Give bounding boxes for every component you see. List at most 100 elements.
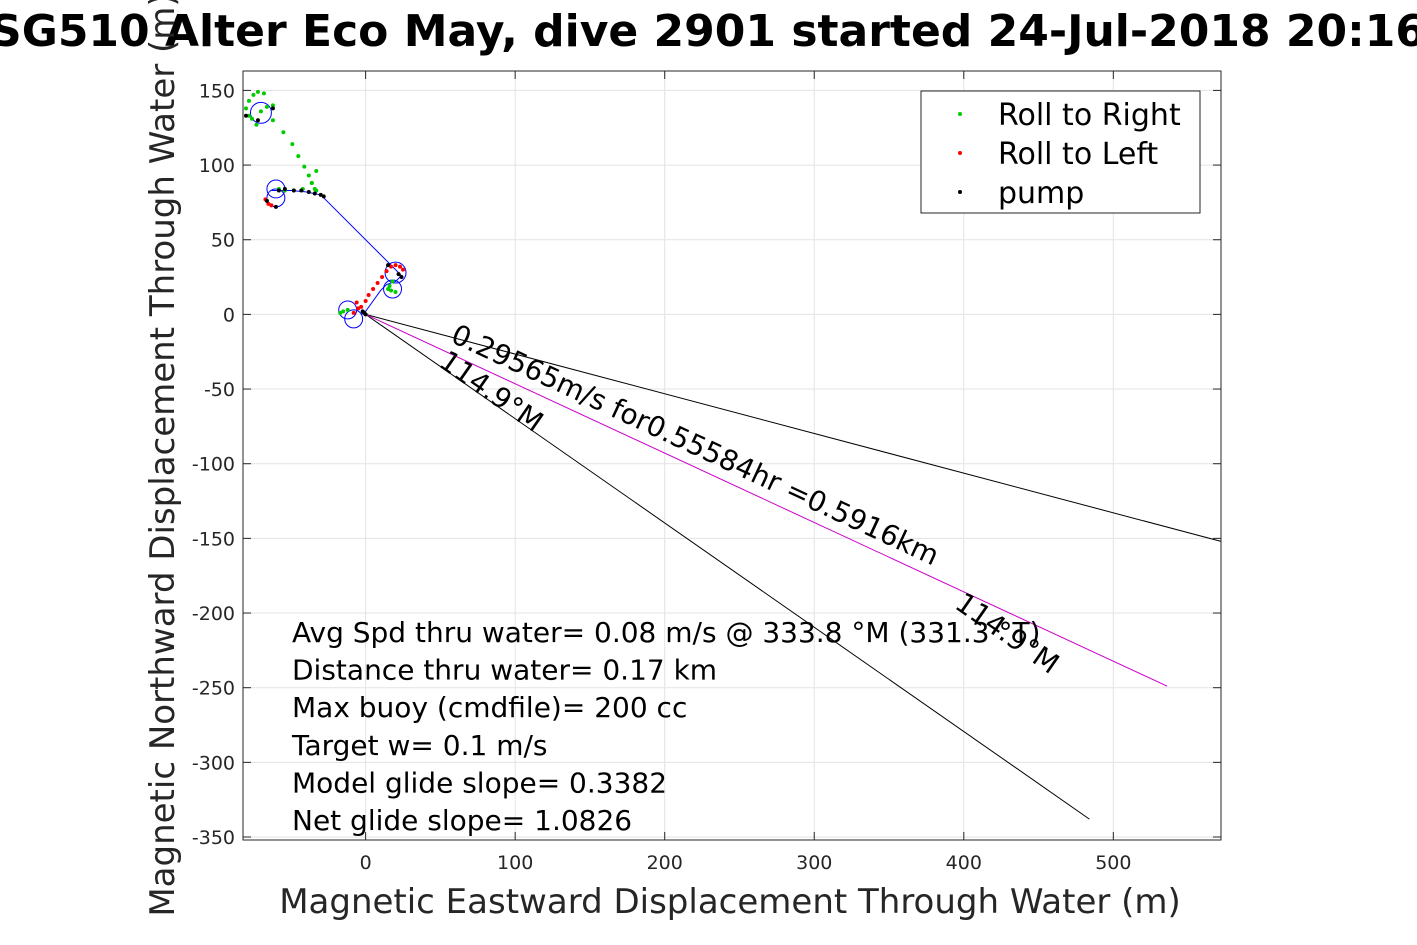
- y-tick-label-0: 150: [199, 80, 235, 102]
- point-roll-to-right-22: [386, 287, 391, 292]
- point-roll-to-right-23: [389, 288, 394, 293]
- stat-line-4: Model glide slope= 0.3382: [292, 766, 667, 799]
- point-pump-14: [363, 312, 368, 317]
- heading-circle-4: [344, 309, 364, 329]
- point-roll-to-right-5: [270, 118, 275, 123]
- point-roll-to-right-33: [270, 103, 275, 108]
- x-tick-label-4: 400: [946, 852, 982, 874]
- point-roll-to-right-6: [281, 130, 286, 135]
- point-roll-to-right-25: [341, 309, 346, 314]
- stat-line-3: Target w= 0.1 m/s: [291, 729, 548, 762]
- x-axis-ticks: 0 100 200 300 400 500: [360, 71, 1131, 874]
- plot-frame: [242, 70, 1222, 841]
- legend-label-0: Roll to Right: [998, 98, 1181, 133]
- grid-lines: [243, 71, 1221, 840]
- x-axis-label: Magnetic Eastward Displacement Through W…: [279, 882, 1181, 922]
- point-roll-to-left-10: [384, 269, 389, 274]
- y-tick-label-3: 0: [223, 304, 235, 326]
- chart-title: SG510 Alter Eco May, dive 2901 started 2…: [0, 6, 1417, 57]
- y-axis-ticks: 150 100 50 0 -50 -100 -150 -200 -250 -300 -350: [192, 80, 1221, 849]
- heading-circle-0: [249, 101, 272, 124]
- point-roll-to-right-26: [338, 310, 343, 315]
- point-roll-to-right-27: [345, 307, 350, 312]
- heading-circle-5: [384, 261, 407, 284]
- point-roll-to-right-14: [314, 169, 319, 174]
- black-ray-1-line: [365, 313, 1222, 542]
- point-pump-15: [396, 272, 401, 277]
- y-tick-label-9: -300: [192, 752, 235, 774]
- point-pump-7: [306, 189, 311, 194]
- point-roll-to-left-11: [389, 264, 394, 269]
- point-roll-to-left-5: [363, 298, 368, 303]
- point-roll-to-right-29: [249, 116, 254, 121]
- point-pump-1: [255, 118, 260, 123]
- point-roll-to-left-6: [366, 292, 371, 297]
- point-roll-to-right-24: [393, 289, 398, 294]
- point-roll-to-left-12: [393, 263, 398, 268]
- point-roll-to-right-15: [309, 180, 314, 185]
- point-pump-5: [291, 188, 296, 193]
- y-tick-label-4: -50: [204, 379, 235, 401]
- x-tick-label-0: 0: [360, 852, 372, 874]
- point-pump-16: [399, 275, 404, 280]
- y-tick-label-10: -350: [192, 827, 235, 849]
- y-tick-label-7: -200: [192, 603, 235, 625]
- data-points: [243, 89, 406, 317]
- point-roll-to-left-15: [351, 310, 356, 315]
- point-pump-18: [360, 309, 365, 314]
- point-roll-to-right-8: [296, 154, 301, 159]
- point-pump-6: [299, 188, 304, 193]
- legend: Roll to Right Roll to Left pump: [920, 90, 1201, 214]
- point-pump-0: [243, 113, 248, 118]
- legend-label-1: Roll to Left: [998, 137, 1158, 172]
- point-roll-to-right-7: [290, 142, 295, 147]
- stat-line-1: Distance thru water= 0.17 km: [292, 654, 717, 687]
- stat-line-0: Avg Spd thru water= 0.08 m/s @ 333.8 °M …: [292, 616, 1040, 649]
- y-axis-label: Magnetic Northward Displacement Through …: [143, 0, 183, 917]
- y-tick-label-8: -250: [192, 678, 235, 700]
- point-roll-to-right-0: [243, 106, 248, 111]
- point-roll-to-right-28: [246, 113, 251, 118]
- y-tick-label-6: -150: [192, 528, 235, 550]
- point-pump-17: [386, 263, 391, 268]
- point-pump-8: [312, 191, 317, 196]
- point-roll-to-right-31: [258, 109, 263, 114]
- point-roll-to-right-30: [254, 122, 259, 127]
- point-roll-to-right-20: [390, 279, 395, 284]
- x-tick-label-3: 300: [796, 852, 832, 874]
- point-roll-to-left-2: [269, 203, 274, 208]
- legend-label-2: pump: [998, 176, 1084, 211]
- point-roll-to-right-9: [302, 164, 307, 169]
- y-tick-label-5: -100: [192, 454, 235, 476]
- point-roll-to-right-32: [264, 104, 269, 109]
- point-roll-to-right-21: [387, 284, 392, 289]
- point-roll-to-left-4: [359, 304, 364, 309]
- point-pump-4: [282, 186, 287, 191]
- point-roll-to-right-4: [261, 91, 266, 96]
- y-tick-label-1: 100: [199, 155, 235, 177]
- point-roll-to-left-7: [371, 287, 376, 292]
- point-pump-9: [318, 192, 323, 197]
- point-roll-to-right-2: [251, 92, 256, 97]
- x-tick-label-5: 500: [1095, 852, 1131, 874]
- x-tick-label-1: 100: [497, 852, 533, 874]
- stats-block: Avg Spd thru water= 0.08 m/s @ 333.8 °M …: [291, 616, 1040, 837]
- point-pump-3: [276, 188, 281, 193]
- point-roll-to-right-1: [246, 98, 251, 103]
- y-tick-label-2: 50: [211, 230, 235, 252]
- point-roll-to-right-13: [314, 188, 319, 193]
- legend-marker-1: [958, 151, 962, 155]
- black-ray-2-line: [365, 313, 1090, 820]
- point-pump-2: [270, 106, 275, 111]
- point-pump-10: [321, 194, 326, 199]
- point-roll-to-right-3: [255, 89, 260, 94]
- point-roll-to-right-10: [306, 173, 311, 178]
- magenta-ray-line: [365, 313, 1168, 687]
- point-roll-to-left-9: [380, 275, 385, 280]
- point-roll-to-left-3: [354, 300, 359, 305]
- legend-box: [920, 90, 1201, 214]
- stat-line-2: Max buoy (cmdfile)= 200 cc: [292, 691, 687, 724]
- point-pump-12: [273, 204, 278, 209]
- point-roll-to-left-14: [401, 267, 406, 272]
